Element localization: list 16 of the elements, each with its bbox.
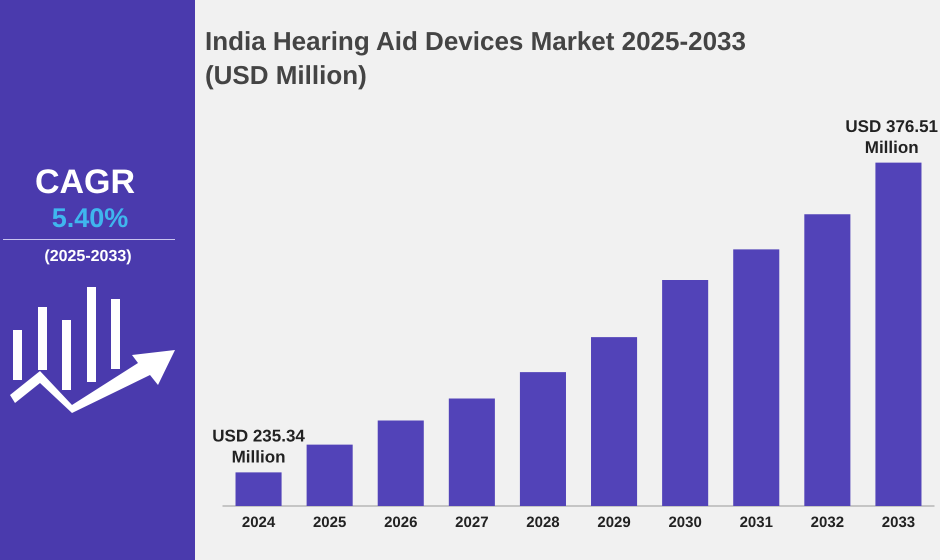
- x-tick-label: 2025: [312, 514, 346, 532]
- chart-title: India Hearing Aid Devices Market 2025-2033 (USD Million): [205, 25, 747, 92]
- data-label: USD 235.34 Million: [212, 426, 306, 467]
- x-tick-label: 2027: [455, 514, 489, 532]
- data-label: USD 376.51 Million: [845, 116, 938, 157]
- x-tick-label: 2024: [242, 514, 276, 532]
- text: (2025-2033): [43, 248, 133, 266]
- x-tick-label: 2028: [526, 514, 560, 532]
- x-tick-label: 2026: [384, 514, 418, 532]
- text: 5.40%: [50, 203, 130, 234]
- x-tick-label: 2032: [810, 514, 844, 532]
- text: CAGR: [34, 163, 136, 202]
- x-tick-label: 2033: [882, 514, 916, 532]
- x-tick-label: 2029: [597, 514, 631, 532]
- x-tick-label: 2030: [668, 514, 702, 532]
- x-tick-label: 2031: [740, 514, 773, 532]
